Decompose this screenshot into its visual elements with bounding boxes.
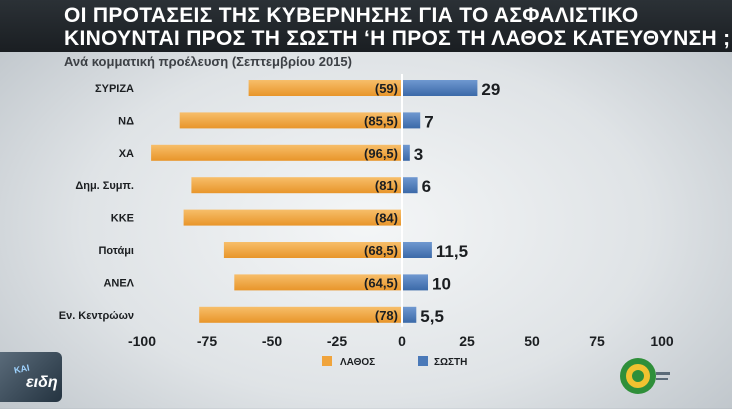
category-label: ΝΔ [118, 115, 134, 127]
bar-right [402, 242, 432, 258]
category-label: Εν. Κεντρώων [59, 310, 134, 322]
bar-right [402, 274, 428, 291]
legend-label-wrong: ΛΑΘΟΣ [340, 357, 375, 368]
bar-right [402, 177, 418, 194]
channel-logo: ΚΑΙ ειδη [0, 352, 62, 402]
data-label-right: 5,5 [420, 307, 444, 326]
category-label: ΧΑ [119, 148, 134, 160]
data-label-wrong: (85,5) [364, 113, 398, 128]
category-label: Ποτάμι [98, 245, 134, 257]
data-label-wrong: (64,5) [364, 275, 398, 290]
channel-logo-word: ειδη [26, 374, 58, 391]
category-label: ΑΝΕΛ [103, 277, 134, 289]
data-label-right: 6 [422, 177, 431, 196]
x-tick-label: -75 [197, 333, 217, 349]
title-bar: ΟΙ ΠΡΟΤΑΣΕΙΣ ΤΗΣ ΚΥΒΕΡΝΗΣΗΣ ΓΙΑ ΤΟ ΑΣΦΑΛ… [0, 0, 732, 52]
category-label: ΚΚΕ [111, 213, 134, 225]
seal-icon [620, 358, 670, 394]
data-label-wrong: (78) [375, 308, 398, 323]
x-tick-label: 25 [459, 333, 475, 349]
bar-right [402, 144, 410, 161]
bar-wrong [223, 242, 402, 258]
x-tick-label: -25 [327, 333, 347, 349]
data-label-right: 11,5 [436, 242, 468, 261]
bar-wrong [151, 144, 402, 161]
data-label-wrong: (96,5) [364, 146, 398, 161]
data-label-wrong: (81) [375, 178, 398, 193]
data-label-wrong: (59) [375, 81, 398, 96]
bar-right [402, 80, 478, 96]
chart-subtitle: Ανά κομματική προέλευση (Σεπτεμβρίου 201… [64, 54, 352, 69]
bar-right [402, 306, 417, 323]
legend-swatch-wrong [322, 356, 332, 366]
data-label-wrong: (68,5) [364, 243, 398, 258]
x-tick-label: 0 [398, 333, 406, 349]
bar-wrong [179, 112, 402, 129]
chart-title-line-1: ΟΙ ΠΡΟΤΑΣΕΙΣ ΤΗΣ ΚΥΒΕΡΝΗΣΗΣ ΓΙΑ ΤΟ ΑΣΦΑΛ… [64, 4, 639, 27]
bar-wrong [248, 80, 402, 96]
legend-swatch-right [418, 356, 428, 366]
bar-right [402, 112, 421, 129]
legend-label-right: ΣΩΣΤΗ [434, 357, 467, 368]
bar-wrong [234, 274, 402, 291]
bar-wrong [183, 209, 402, 226]
x-tick-label: -50 [262, 333, 282, 349]
chart-title-line-2: ΚΙΝΟΥΝΤΑΙ ΠΡΟΣ ΤΗ ΣΩΣΤΗ ‘Η ΠΡΟΣ ΤΗ ΛΑΘΟΣ… [64, 27, 731, 50]
category-label: ΣΥΡΙΖΑ [95, 83, 134, 95]
x-tick-label: 50 [524, 333, 540, 349]
data-label-right: 10 [432, 274, 451, 293]
x-tick-label: 75 [589, 333, 605, 349]
data-label-right: 29 [481, 80, 500, 99]
data-label-right: 3 [414, 145, 423, 164]
data-label-wrong: (84) [375, 211, 398, 226]
university-seal-logo [612, 350, 672, 404]
x-tick-label: -100 [128, 333, 156, 349]
data-label-right: 7 [424, 112, 433, 131]
x-tick-label: 100 [650, 333, 674, 349]
bar-wrong [199, 306, 402, 323]
category-label: Δημ. Συμπ. [75, 180, 134, 192]
bar-wrong [191, 177, 402, 194]
